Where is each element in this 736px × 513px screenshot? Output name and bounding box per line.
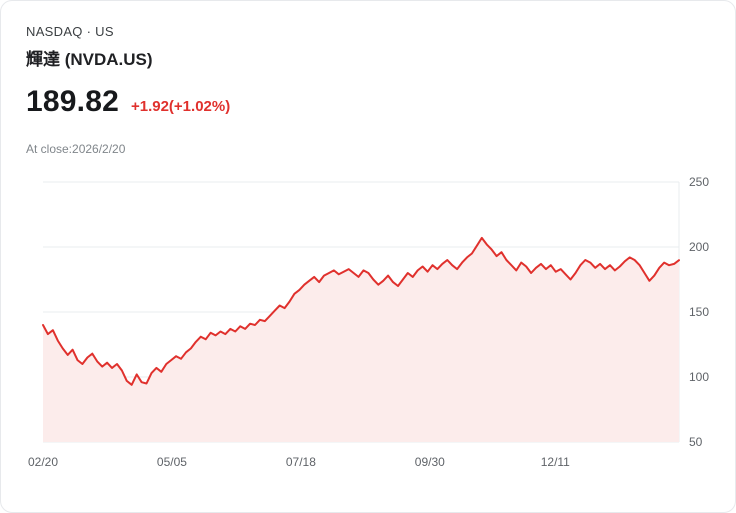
x-axis-tick-label: 02/20	[28, 455, 58, 469]
x-axis-tick-label: 05/05	[157, 455, 187, 469]
price-change: +1.92(+1.02%)	[130, 98, 231, 115]
x-axis-tick-label: 07/18	[286, 455, 316, 469]
y-axis-tick-label: 50	[689, 435, 703, 449]
x-axis-tick-label: 12/11	[541, 455, 570, 469]
as-of-label: At close:2026/2/20	[26, 142, 126, 156]
y-axis-tick-label: 250	[689, 175, 709, 189]
price-row: 189.82 +1.92(+1.02%)	[26, 85, 230, 119]
y-axis-tick-label: 150	[689, 305, 709, 319]
y-axis-tick-label: 200	[689, 240, 709, 254]
price-line	[42, 236, 680, 386]
stock-title: 輝達 (NVDA.US)	[26, 50, 153, 69]
price-area-fill	[43, 237, 679, 442]
last-price: 189.82	[26, 85, 119, 118]
price-chart-svg[interactable]: 50 100 150 200 250 02/20 05/05 07/18 09/30 12/11	[1, 169, 736, 479]
exchange-label: NASDAQ · US	[26, 24, 114, 39]
y-axis-tick-label: 100	[689, 370, 709, 384]
x-axis-tick-label: 09/30	[415, 455, 445, 469]
price-chart[interactable]: 50 100 150 200 250 02/20 05/05 07/18 09/30 12/11	[1, 169, 736, 479]
